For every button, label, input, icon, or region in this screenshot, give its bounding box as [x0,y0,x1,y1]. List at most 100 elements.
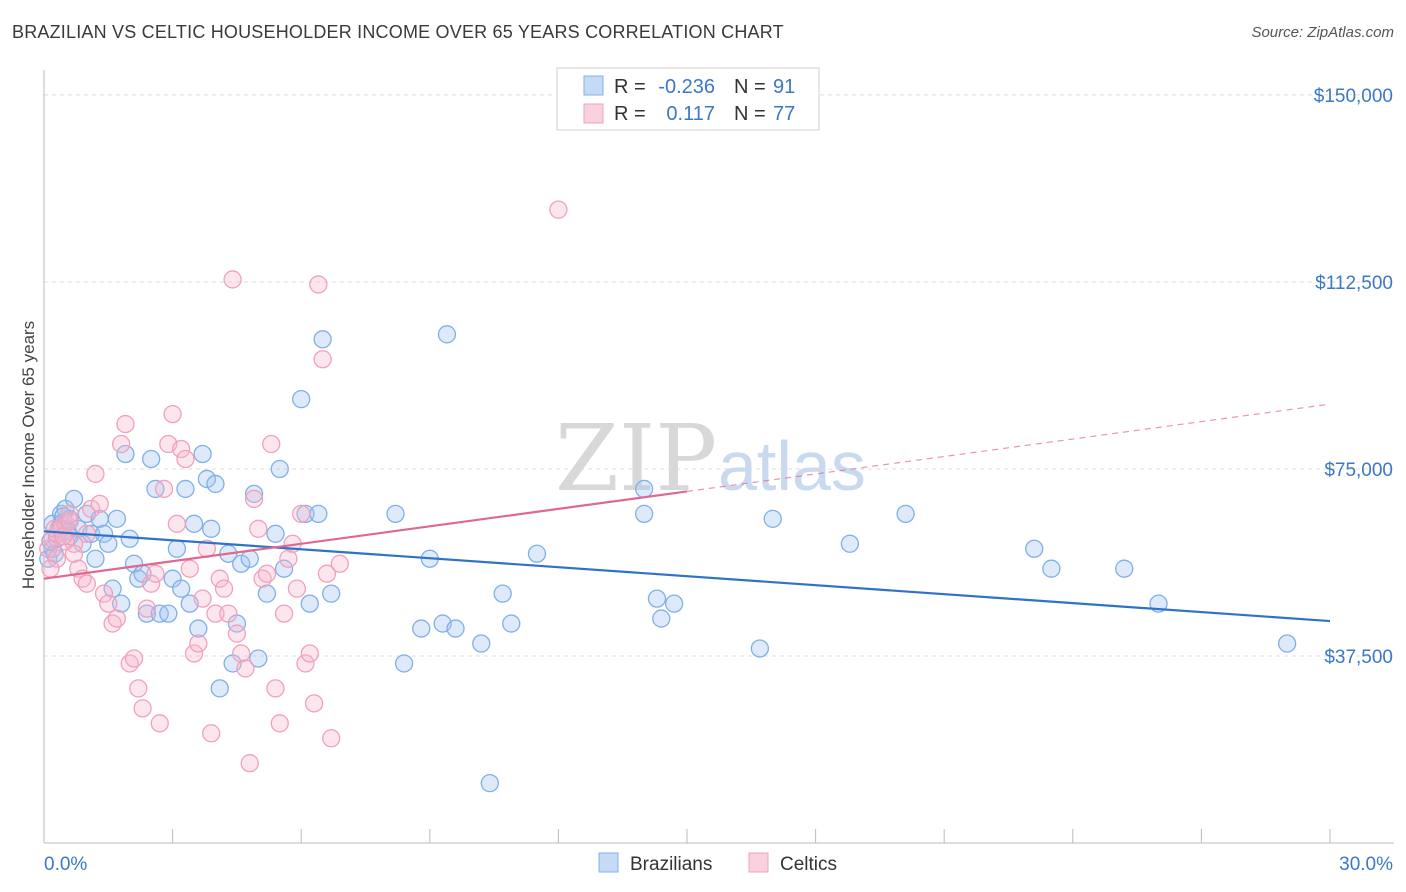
brazilian-point-7 [64,489,84,509]
x-tick-max: 30.0% [1339,854,1393,875]
brazilian-point-66 [480,774,499,793]
celtic-point-33 [180,559,199,578]
brazilian-point-63 [437,325,457,344]
y-tick-labels: $37,500 $75,000 $112,500 $150,000 [1314,86,1393,668]
brazilian-point-68 [502,614,521,633]
celtic-point-67 [330,554,349,573]
celtic-point-24 [142,574,161,593]
legend-r-label-1: R = [614,76,646,98]
celtic-point-27 [154,479,174,499]
celtic-point-48 [244,489,264,509]
data-points [39,200,1297,793]
grid-lines [44,94,1394,657]
brazilian-point-70 [634,479,654,499]
celtic-point-31 [172,439,191,459]
celtic-point-20 [124,649,144,668]
celtic-point-25 [146,564,165,583]
brazilian-point-17 [107,509,127,528]
celtic-trend-line [43,490,688,580]
brazilian-point-74 [664,594,684,613]
brazilian-point-64 [446,619,465,638]
brazilian-point-44 [232,554,251,573]
celtic-point-47 [240,754,259,773]
celtic-point-76 [60,512,79,531]
brazilian-point-45 [240,549,259,568]
bottom-legend-celtics: Celtics [780,854,837,875]
brazilian-point-38 [202,519,221,538]
celtic-point-18 [116,414,135,434]
chart-title: BRAZILIAN VS CELTIC HOUSEHOLDER INCOME O… [12,22,784,42]
celtic-point-29 [163,404,182,424]
celtic-point-52 [262,434,281,454]
brazilian-point-18 [112,594,131,613]
y-tick-label-1: $75,000 [1324,460,1393,481]
brazilian-point-72 [652,609,671,628]
brazilian-point-75 [750,639,770,658]
celtic-point-11 [86,464,105,484]
axes [43,70,1394,844]
legend-swatch-celtics [583,103,604,124]
celtic-point-30 [167,514,187,533]
brazilian-point-69 [527,544,547,563]
celtic-point-65 [317,564,337,583]
brazilian-point-35 [189,619,208,638]
watermark-zip: ZIP [555,405,717,512]
watermark-atlas: atlas [718,427,866,505]
brazilian-point-28 [159,604,178,623]
legend-box: R = -0.236 N = 91 R = 0.117 N = 77 [556,67,820,131]
brazilian-point-65 [472,634,491,653]
celtic-trend-line-extrapolated [686,403,1331,493]
celtic-point-55 [274,604,294,623]
brazilian-point-36 [193,444,212,464]
celtic-point-51 [257,564,277,583]
celtic-point-41 [214,579,234,598]
celtic-point-64 [313,350,332,369]
bottom-legend-swatch-brazilians [598,852,619,873]
brazilian-point-57 [322,584,341,603]
bottom-legend-brazilians: Brazilians [630,854,712,875]
brazilian-point-58 [386,504,405,524]
source-label: Source: ZipAtlas.com [1251,24,1394,41]
brazilian-point-78 [896,504,915,524]
brazilian-point-81 [1115,559,1134,578]
celtic-point-32 [176,449,195,469]
brazilian-point-73 [647,589,667,608]
brazilian-point-48 [257,584,277,603]
celtic-point-10 [82,499,101,519]
brazilian-point-53 [296,504,315,524]
brazilian-trend-line [43,530,1331,623]
legend-n-label-1: N = [734,76,766,98]
celtic-point-71 [41,559,60,578]
celtic-point-61 [300,644,319,663]
brazilian-point-32 [176,479,195,499]
celtic-point-5 [60,504,79,524]
celtic-point-59 [292,504,311,524]
celtic-point-44 [227,624,247,643]
celtic-point-60 [296,654,315,673]
celtic-point-22 [133,699,152,718]
brazilian-point-76 [763,509,782,528]
y-tick-label-3: $150,000 [1314,86,1393,107]
celtic-point-40 [210,569,229,588]
brazilian-point-50 [270,459,289,479]
celtic-point-43 [223,270,242,289]
brazilian-point-24 [137,604,157,623]
celtic-point-45 [232,644,251,663]
brazilian-point-37 [197,469,217,489]
celtic-point-34 [184,644,204,663]
celtic-point-21 [129,679,148,698]
legend-r-label-2: R = [614,103,646,125]
brazilian-point-34 [184,514,204,533]
brazilian-point-55 [309,504,328,524]
legend-n-value-2: 77 [773,103,795,125]
celtic-point-23 [137,599,157,618]
x-tick-min: 0.0% [44,854,87,875]
trend-lines [43,403,1331,623]
celtic-point-54 [270,714,289,733]
bottom-legend: Brazilians Celtics [598,852,837,875]
legend-swatch-brazilians [583,75,604,96]
celtic-point-49 [249,519,268,538]
celtic-point-36 [193,589,212,608]
brazilian-point-77 [840,534,860,553]
y-tick-label-2: $112,500 [1315,273,1393,294]
